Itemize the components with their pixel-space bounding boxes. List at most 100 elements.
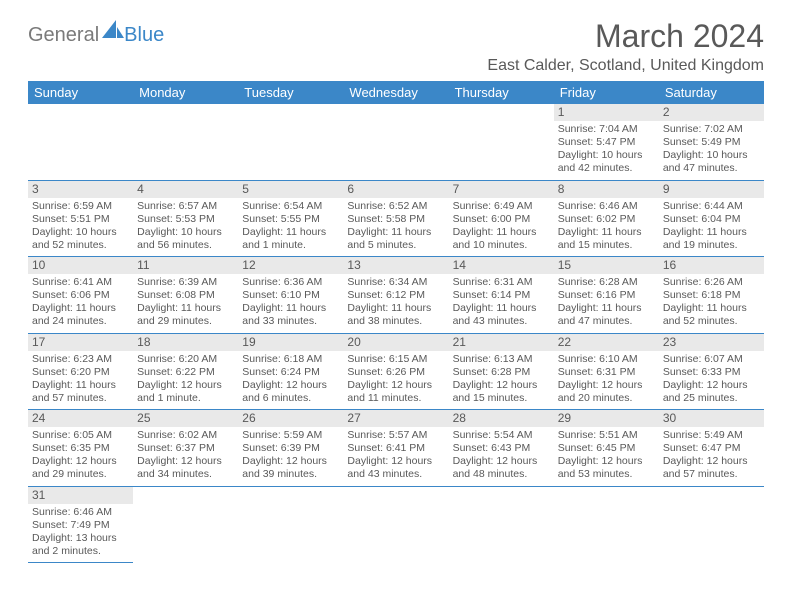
sunset-text: Sunset: 5:51 PM xyxy=(32,213,129,226)
daylight2-text: and 56 minutes. xyxy=(137,239,234,252)
day-cell: 2Sunrise: 7:02 AMSunset: 5:49 PMDaylight… xyxy=(659,104,764,180)
daylight1-text: Daylight: 12 hours xyxy=(453,455,550,468)
day-number: 13 xyxy=(343,257,448,274)
sunset-text: Sunset: 5:58 PM xyxy=(347,213,444,226)
day-cell xyxy=(659,486,764,563)
daylight1-text: Daylight: 10 hours xyxy=(32,226,129,239)
sunset-text: Sunset: 5:49 PM xyxy=(663,136,760,149)
sunrise-text: Sunrise: 6:15 AM xyxy=(347,353,444,366)
col-monday: Monday xyxy=(133,81,238,104)
day-number: 22 xyxy=(554,334,659,351)
daylight1-text: Daylight: 11 hours xyxy=(347,302,444,315)
sunrise-text: Sunrise: 7:04 AM xyxy=(558,123,655,136)
week-row: 10Sunrise: 6:41 AMSunset: 6:06 PMDayligh… xyxy=(28,257,764,334)
day-cell: 3Sunrise: 6:59 AMSunset: 5:51 PMDaylight… xyxy=(28,180,133,257)
daylight1-text: Daylight: 10 hours xyxy=(558,149,655,162)
daylight2-text: and 39 minutes. xyxy=(242,468,339,481)
sunset-text: Sunset: 6:33 PM xyxy=(663,366,760,379)
col-tuesday: Tuesday xyxy=(238,81,343,104)
daylight1-text: Daylight: 12 hours xyxy=(347,455,444,468)
day-number: 12 xyxy=(238,257,343,274)
day-number: 26 xyxy=(238,410,343,427)
day-cell: 21Sunrise: 6:13 AMSunset: 6:28 PMDayligh… xyxy=(449,333,554,410)
day-number: 28 xyxy=(449,410,554,427)
sunset-text: Sunset: 6:47 PM xyxy=(663,442,760,455)
daylight1-text: Daylight: 11 hours xyxy=(663,302,760,315)
daylight2-text: and 1 minute. xyxy=(242,239,339,252)
daylight2-text: and 6 minutes. xyxy=(242,392,339,405)
day-number: 20 xyxy=(343,334,448,351)
daylight1-text: Daylight: 12 hours xyxy=(663,379,760,392)
logo-sail-icon xyxy=(102,20,124,43)
day-number: 10 xyxy=(28,257,133,274)
daylight2-text: and 33 minutes. xyxy=(242,315,339,328)
sunset-text: Sunset: 6:24 PM xyxy=(242,366,339,379)
month-title: March 2024 xyxy=(487,18,764,55)
day-cell: 28Sunrise: 5:54 AMSunset: 6:43 PMDayligh… xyxy=(449,410,554,487)
day-number: 16 xyxy=(659,257,764,274)
sunset-text: Sunset: 6:14 PM xyxy=(453,289,550,302)
sunrise-text: Sunrise: 6:07 AM xyxy=(663,353,760,366)
sunrise-text: Sunrise: 6:44 AM xyxy=(663,200,760,213)
daylight1-text: Daylight: 11 hours xyxy=(32,379,129,392)
day-cell: 18Sunrise: 6:20 AMSunset: 6:22 PMDayligh… xyxy=(133,333,238,410)
daylight2-text: and 34 minutes. xyxy=(137,468,234,481)
day-cell: 6Sunrise: 6:52 AMSunset: 5:58 PMDaylight… xyxy=(343,180,448,257)
day-number: 18 xyxy=(133,334,238,351)
day-number: 1 xyxy=(554,104,659,121)
sunrise-text: Sunrise: 6:10 AM xyxy=(558,353,655,366)
sunrise-text: Sunrise: 6:46 AM xyxy=(32,506,129,519)
sunrise-text: Sunrise: 6:02 AM xyxy=(137,429,234,442)
week-row: 17Sunrise: 6:23 AMSunset: 6:20 PMDayligh… xyxy=(28,333,764,410)
logo-text-blue: Blue xyxy=(124,24,164,47)
daylight1-text: Daylight: 12 hours xyxy=(242,379,339,392)
day-cell: 23 Sunrise: 6:07 AMSunset: 6:33 PMDayligh… xyxy=(659,333,764,410)
day-cell: 8Sunrise: 6:46 AMSunset: 6:02 PMDaylight… xyxy=(554,180,659,257)
day-number: 27 xyxy=(343,410,448,427)
daylight1-text: Daylight: 12 hours xyxy=(242,455,339,468)
daylight1-text: Daylight: 12 hours xyxy=(347,379,444,392)
daylight1-text: Daylight: 10 hours xyxy=(137,226,234,239)
day-cell: 24Sunrise: 6:05 AMSunset: 6:35 PMDayligh… xyxy=(28,410,133,487)
day-number: 14 xyxy=(449,257,554,274)
col-thursday: Thursday xyxy=(449,81,554,104)
daylight2-text: and 2 minutes. xyxy=(32,545,129,558)
daylight2-text: and 15 minutes. xyxy=(453,392,550,405)
day-number: 23 xyxy=(659,334,764,351)
sunrise-text: Sunrise: 6:52 AM xyxy=(347,200,444,213)
sunset-text: Sunset: 6:31 PM xyxy=(558,366,655,379)
day-cell: 7Sunrise: 6:49 AMSunset: 6:00 PMDaylight… xyxy=(449,180,554,257)
day-number: 2 xyxy=(659,104,764,121)
day-cell: 14Sunrise: 6:31 AMSunset: 6:14 PMDayligh… xyxy=(449,257,554,334)
sunrise-text: Sunrise: 6:34 AM xyxy=(347,276,444,289)
day-cell xyxy=(343,104,448,180)
daylight1-text: Daylight: 10 hours xyxy=(663,149,760,162)
day-cell xyxy=(554,486,659,563)
sunrise-text: Sunrise: 5:57 AM xyxy=(347,429,444,442)
sunset-text: Sunset: 6:16 PM xyxy=(558,289,655,302)
sunset-text: Sunset: 6:37 PM xyxy=(137,442,234,455)
day-cell: 11Sunrise: 6:39 AMSunset: 6:08 PMDayligh… xyxy=(133,257,238,334)
location: East Calder, Scotland, United Kingdom xyxy=(487,57,764,75)
daylight2-text: and 52 minutes. xyxy=(663,315,760,328)
day-number: 6 xyxy=(343,181,448,198)
sunrise-text: Sunrise: 6:13 AM xyxy=(453,353,550,366)
daylight2-text: and 1 minute. xyxy=(137,392,234,405)
sunrise-text: Sunrise: 6:28 AM xyxy=(558,276,655,289)
day-cell: 16Sunrise: 6:26 AMSunset: 6:18 PMDayligh… xyxy=(659,257,764,334)
sunrise-text: Sunrise: 6:59 AM xyxy=(32,200,129,213)
day-cell: 19Sunrise: 6:18 AMSunset: 6:24 PMDayligh… xyxy=(238,333,343,410)
day-number: 4 xyxy=(133,181,238,198)
daylight1-text: Daylight: 11 hours xyxy=(242,226,339,239)
daylight1-text: Daylight: 11 hours xyxy=(558,226,655,239)
sunrise-text: Sunrise: 6:26 AM xyxy=(663,276,760,289)
sunset-text: Sunset: 5:55 PM xyxy=(242,213,339,226)
day-cell: 22Sunrise: 6:10 AMSunset: 6:31 PMDayligh… xyxy=(554,333,659,410)
sunrise-text: Sunrise: 6:41 AM xyxy=(32,276,129,289)
sunset-text: Sunset: 6:35 PM xyxy=(32,442,129,455)
sunrise-text: Sunrise: 6:36 AM xyxy=(242,276,339,289)
col-sunday: Sunday xyxy=(28,81,133,104)
logo: General Blue xyxy=(28,24,164,47)
sunset-text: Sunset: 6:45 PM xyxy=(558,442,655,455)
day-cell: 4Sunrise: 6:57 AMSunset: 5:53 PMDaylight… xyxy=(133,180,238,257)
